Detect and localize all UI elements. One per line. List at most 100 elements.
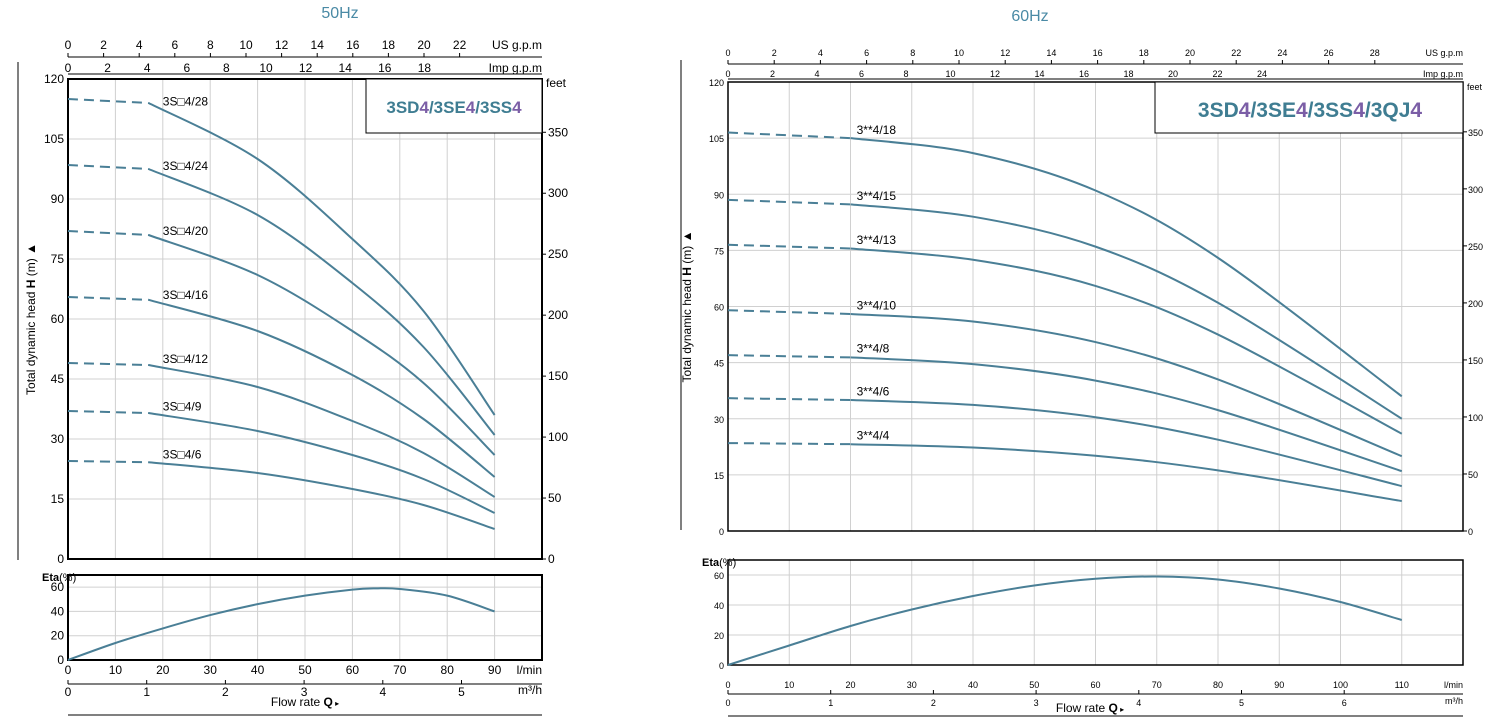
- imp-gpm-tick-label: 24: [1257, 69, 1267, 79]
- imp-gpm-tick-label: 20: [1168, 69, 1178, 79]
- head-curve: [148, 298, 496, 478]
- y-axis-label: Total dynamic head H (m) ▲: [24, 243, 38, 395]
- y-tick-label: 90: [51, 192, 65, 206]
- lmin-tick-label: 40: [251, 663, 265, 677]
- eta-y-tick-label: 0: [57, 653, 64, 667]
- head-curve-series: 3S□4/20: [67, 224, 496, 456]
- head-curve-series: 3**4/4: [727, 428, 1402, 503]
- chart-title: 50Hz: [321, 5, 358, 22]
- lmin-axis-label: l/min: [517, 663, 542, 677]
- model-title-part: /3QJ: [1365, 99, 1411, 122]
- head-curve-series: 3S□4/28: [67, 94, 496, 416]
- x-axis-label-part: Q: [324, 695, 333, 709]
- m3h-axis-label: m³/h: [1445, 696, 1463, 706]
- lmin-tick-label: 70: [393, 663, 407, 677]
- model-title-box: [365, 78, 543, 134]
- us-gpm-tick-label: 2: [772, 48, 777, 58]
- imp-gpm-tick-label: 22: [1212, 69, 1222, 79]
- eta-plot-frame: [727, 559, 1464, 666]
- x-axis-label-part: ▸: [333, 699, 339, 708]
- imp-gpm-tick-label: 18: [1123, 69, 1133, 79]
- imp-gpm-tick-label: 8: [223, 61, 230, 75]
- eta-y-tick-label: 20: [51, 629, 65, 643]
- feet-tick-label: 0: [1468, 527, 1473, 537]
- series-label: 3**4/13: [857, 233, 897, 247]
- feet-tick-label: 350: [1468, 128, 1483, 138]
- head-curve-dashed: [727, 309, 851, 315]
- lmin-tick-label: 30: [204, 663, 218, 677]
- y-tick-label: 15: [714, 471, 724, 481]
- model-title-part: /3SS: [475, 98, 512, 117]
- eta-axis-label-part: (%): [59, 572, 76, 584]
- series-label: 3**4/18: [857, 123, 897, 137]
- us-gpm-tick-label: 0: [725, 48, 730, 58]
- us-gpm-tick-label: 12: [275, 38, 289, 52]
- head-plot-frame: [727, 81, 1464, 532]
- imp-gpm-tick-label: 18: [418, 61, 432, 75]
- model-title-box: [1154, 81, 1464, 134]
- head-curve: [148, 234, 496, 456]
- series-label: 3**4/10: [857, 298, 897, 312]
- m3h-tick-label: 5: [458, 685, 465, 699]
- us-gpm-tick-label: 6: [171, 38, 178, 52]
- lmin-tick-label: 30: [907, 680, 917, 690]
- imp-gpm-tick-label: 0: [65, 61, 72, 75]
- y-tick-label: 105: [44, 132, 64, 146]
- eta-axis-label: Eta(%): [42, 572, 76, 584]
- m3h-tick-label: 1: [143, 685, 150, 699]
- head-curve: [148, 102, 496, 416]
- head-curve: [850, 443, 1402, 503]
- y-tick-label: 120: [44, 72, 64, 86]
- lmin-tick-label: 40: [968, 680, 978, 690]
- imp-gpm-tick-label: 16: [378, 61, 392, 75]
- model-title-part: 4: [1239, 99, 1251, 122]
- head-curve: [148, 412, 496, 514]
- lmin-tick-label: 90: [1274, 680, 1284, 690]
- imp-gpm-axis-label: Imp g.p.m: [1423, 69, 1463, 79]
- m3h-tick-label: 4: [1136, 698, 1141, 708]
- y-tick-label: 75: [714, 246, 724, 256]
- eta-axis-label-part: (%): [719, 557, 736, 569]
- us-gpm-tick-label: 22: [453, 38, 467, 52]
- us-gpm-tick-label: 18: [1139, 48, 1149, 58]
- eta-y-tick-label: 0: [719, 661, 724, 671]
- head-curve: [148, 461, 495, 530]
- series-label: 3S□4/6: [163, 448, 202, 462]
- us-gpm-axis-label: US g.p.m: [492, 38, 542, 52]
- lmin-axis-label: l/min: [1444, 680, 1463, 690]
- y-axis-label: Total dynamic head H (m) ▲: [680, 231, 694, 383]
- head-curve-dashed: [67, 230, 149, 236]
- us-gpm-tick-label: 16: [346, 38, 360, 52]
- y-axis-label-part: Total dynamic head: [680, 276, 694, 383]
- y-axis-label-part: (m) ▲: [24, 243, 38, 280]
- us-gpm-tick-label: 4: [136, 38, 143, 52]
- us-gpm-tick-label: 18: [382, 38, 396, 52]
- x-axis-label-part: Flow rate: [1056, 701, 1109, 715]
- series-label: 3S□4/9: [163, 399, 202, 413]
- series-label: 3**4/6: [857, 384, 890, 398]
- lmin-tick-label: 70: [1152, 680, 1162, 690]
- head-curve-dashed: [727, 131, 851, 140]
- head-curve: [148, 168, 496, 436]
- imp-gpm-tick-label: 2: [770, 69, 775, 79]
- feet-tick-label: 200: [548, 308, 568, 322]
- imp-gpm-tick-label: 16: [1079, 69, 1089, 79]
- y-tick-label: 45: [714, 359, 724, 369]
- us-gpm-tick-label: 26: [1324, 48, 1334, 58]
- head-curve: [850, 203, 1403, 420]
- head-curve-dashed: [727, 397, 851, 402]
- model-title-part: 4: [1353, 99, 1365, 122]
- head-curve-dashed: [727, 354, 851, 359]
- model-title-part: /3SS: [1308, 99, 1354, 122]
- head-curve-series: 3**4/13: [727, 233, 1403, 435]
- y-tick-label: 75: [51, 252, 65, 266]
- feet-tick-label: 150: [548, 369, 568, 383]
- lmin-tick-label: 80: [441, 663, 455, 677]
- lmin-tick-label: 60: [1090, 680, 1100, 690]
- head-curve-series: 3S□4/16: [67, 288, 496, 478]
- m3h-tick-label: 0: [725, 698, 730, 708]
- y-tick-label: 90: [714, 190, 724, 200]
- eta-y-tick-label: 40: [51, 604, 65, 618]
- us-gpm-tick-label: 4: [818, 48, 823, 58]
